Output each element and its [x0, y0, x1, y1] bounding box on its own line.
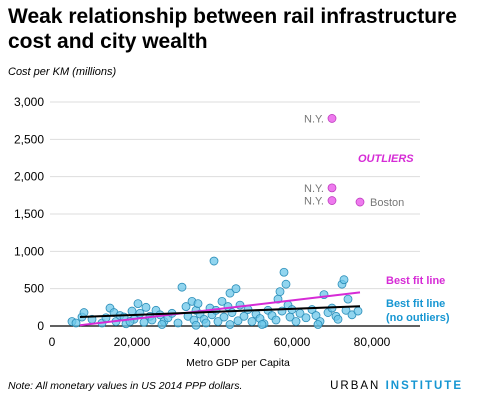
fit-label-all: Best fit line: [386, 275, 445, 287]
x-tick-label: 80,000: [354, 335, 391, 349]
outlier-point: [355, 197, 365, 207]
data-points: [67, 256, 363, 330]
annotation-label: N.Y.: [304, 196, 324, 208]
outlier-point: [327, 183, 337, 193]
data-point: [271, 315, 281, 325]
grid-lines: [50, 101, 420, 327]
outlier-point: [327, 196, 337, 205]
y-tick-label: 0: [37, 319, 44, 333]
data-point: [201, 318, 211, 328]
data-point: [181, 302, 191, 311]
x-tick-labels: 0 20,000 40,000 60,000 80,000: [49, 335, 391, 349]
data-point: [235, 300, 245, 310]
data-point: [79, 308, 89, 317]
footnote: Note: All monetary values in US 2014 PPP…: [8, 380, 243, 392]
outliers-label: OUTLIERS: [358, 153, 414, 165]
data-point: [339, 275, 349, 285]
annotation-label: Boston: [370, 197, 404, 209]
y-tick-labels: 0 500 1,000 1,500 2,000 2,500 3,000: [14, 95, 44, 333]
data-point: [157, 320, 167, 329]
fit-line-no-outliers: [79, 305, 361, 319]
brand-part1: URBAN: [330, 380, 381, 392]
data-point: [71, 318, 81, 328]
data-point: [353, 306, 363, 316]
x-tick-label: 60,000: [274, 335, 311, 349]
brand-part2: INSTITUTE: [385, 380, 463, 392]
data-point: [233, 316, 243, 326]
data-point: [257, 320, 267, 329]
data-point: [193, 299, 203, 309]
data-point: [191, 320, 201, 330]
data-point: [133, 299, 143, 309]
data-point: [177, 282, 187, 292]
data-point: [213, 317, 223, 326]
data-point: [313, 320, 323, 329]
data-point: [239, 311, 249, 321]
data-point: [209, 256, 219, 266]
data-point: [291, 317, 301, 326]
y-tick-label: 2,500: [14, 132, 44, 146]
data-point: [219, 312, 229, 322]
annotation-label: N.Y.: [304, 113, 324, 125]
data-point: [333, 314, 343, 324]
y-tick-label: 3,000: [14, 95, 44, 109]
fit-label-no-outliers-1: Best fit line: [386, 298, 445, 310]
y-axis-title: Cost per KM (millions): [8, 66, 117, 78]
brand-logo: URBAN INSTITUTE: [330, 380, 463, 392]
y-tick-label: 1,000: [14, 244, 44, 258]
data-point: [139, 317, 149, 327]
fit-label-no-outliers-2: (no outliers): [386, 312, 450, 324]
annotations: N.Y.N.Y.N.Y. Boston: [304, 113, 404, 209]
data-point: [141, 302, 151, 312]
x-axis-title: Metro GDP per Capita: [186, 357, 290, 369]
data-point: [343, 294, 353, 304]
outlier-point: [327, 114, 337, 123]
data-point: [275, 287, 285, 297]
data-point: [217, 296, 227, 306]
y-tick-label: 1,500: [14, 207, 44, 221]
data-point: [311, 311, 321, 320]
outlier-points: [327, 114, 365, 207]
data-point: [225, 288, 235, 298]
y-tick-label: 2,000: [14, 170, 44, 184]
annotation-label: N.Y.: [304, 183, 324, 195]
data-point: [127, 306, 137, 316]
x-tick-label: 20,000: [114, 335, 151, 349]
fit-line-all: [79, 291, 361, 327]
data-point: [231, 284, 241, 294]
data-point: [279, 267, 289, 277]
data-point: [225, 320, 235, 329]
data-point: [135, 308, 145, 318]
data-point: [227, 308, 237, 317]
data-point: [301, 313, 311, 323]
y-tick-label: 500: [24, 282, 44, 296]
chart-title: Weak relationship between rail infrastru…: [8, 5, 457, 53]
data-point: [173, 318, 183, 328]
data-point: [247, 317, 257, 326]
x-tick-label: 40,000: [194, 335, 231, 349]
x-tick-label: 0: [49, 335, 56, 349]
data-point: [281, 279, 291, 289]
fit-lines: [79, 291, 361, 327]
